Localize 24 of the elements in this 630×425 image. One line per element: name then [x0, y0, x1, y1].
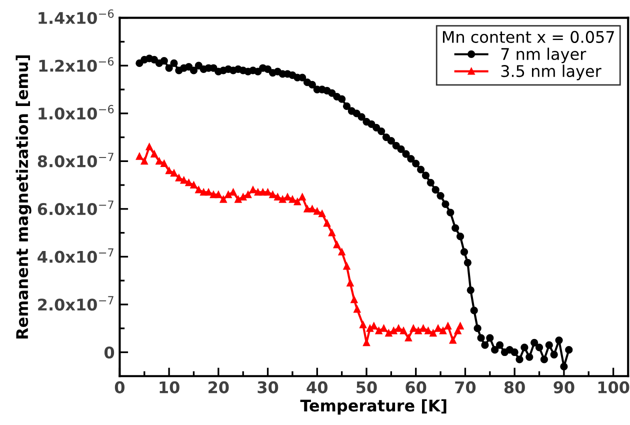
legend-label: 7 nm layer [501, 48, 586, 64]
legend-title: Mn content x = 0.057 [442, 30, 614, 43]
x-tick-label: 80 [504, 381, 525, 394]
y-tick-label: 0 [104, 346, 114, 359]
x-tick-label: 90 [554, 381, 574, 394]
x-tick-label: 10 [160, 381, 180, 394]
x-axis-title: Temperature [K] [300, 399, 446, 415]
y-tick-label: 2.0x10$^{−7}$ [38, 296, 114, 311]
y-tick-label: 4.0x10$^{−7}$ [38, 248, 114, 263]
x-tick-label: 0 [114, 381, 124, 394]
y-tick-label: 1.4x10$^{−6}$ [38, 9, 114, 24]
x-tick-label: 50 [356, 381, 377, 394]
x-tick-label: 70 [455, 381, 476, 394]
x-tick-label: 60 [406, 381, 426, 394]
y-tick-label: 6.0x10$^{−7}$ [38, 200, 114, 216]
x-tick-label: 100 [598, 381, 630, 394]
x-tick-label: 30 [258, 381, 278, 394]
x-tick-label: 20 [208, 381, 229, 394]
y-tick-label: 8.0x10$^{−7}$ [38, 152, 114, 168]
y-tick-label: 1.2x10$^{−6}$ [39, 57, 114, 72]
y-axis-title: Remanent magnetization [emu] [16, 55, 32, 339]
x-tick-label: 40 [306, 381, 328, 394]
legend-label: 3.5 nm layer [501, 64, 602, 80]
y-tick-label: 1.0x10$^{−6}$ [38, 104, 114, 120]
